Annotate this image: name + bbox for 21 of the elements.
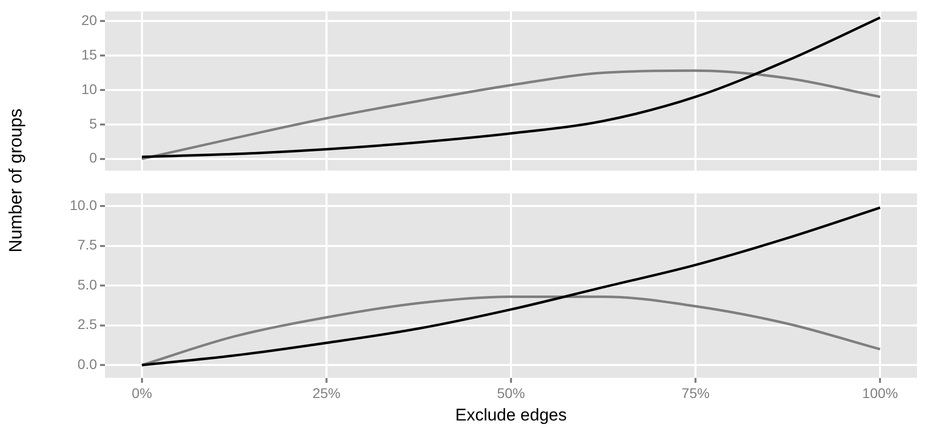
line-series xyxy=(140,295,882,366)
line-series xyxy=(140,206,882,366)
x-tick-label: 0% xyxy=(132,385,152,402)
y-tick-label: 5 xyxy=(89,115,98,132)
line-series xyxy=(140,16,882,158)
x-tick-label: 75% xyxy=(682,385,710,402)
x-tick-label: 25% xyxy=(312,385,340,402)
line-series xyxy=(140,69,882,160)
y-tick-label: 0 xyxy=(89,150,98,166)
y-tick-label: 7.5 xyxy=(78,236,98,253)
y-tick-label: 2.5 xyxy=(78,316,98,332)
x-tick-label: 50% xyxy=(496,385,526,402)
x-tick-label: 100% xyxy=(862,385,898,402)
y-axis-title: Number of groups xyxy=(6,108,26,252)
y-tick-label: 5.0 xyxy=(78,276,98,292)
y-tick-label: 20 xyxy=(81,12,98,28)
y-tick-label: 10 xyxy=(81,80,98,97)
y-tick-label: 0.0 xyxy=(78,356,98,372)
y-tick-label: 15 xyxy=(81,46,98,62)
y-tick-label: 10.0 xyxy=(70,196,98,213)
x-axis-title: Exclude edges xyxy=(455,405,567,424)
